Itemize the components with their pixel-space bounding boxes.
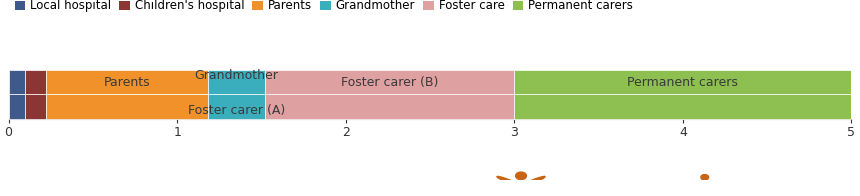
- Ellipse shape: [497, 176, 522, 187]
- Circle shape: [344, 181, 351, 186]
- Bar: [514, 94, 851, 119]
- Polygon shape: [345, 194, 350, 196]
- Bar: [9, 70, 26, 94]
- Bar: [46, 94, 207, 119]
- Bar: [265, 70, 514, 94]
- Ellipse shape: [338, 192, 347, 196]
- Polygon shape: [517, 188, 525, 196]
- Text: Grandmother: Grandmother: [194, 69, 278, 82]
- Text: Foster carer (A): Foster carer (A): [187, 104, 285, 117]
- Text: Foster carer (B): Foster carer (B): [341, 76, 439, 89]
- Bar: [26, 70, 46, 94]
- Ellipse shape: [697, 187, 702, 196]
- Ellipse shape: [349, 191, 356, 196]
- Circle shape: [701, 175, 709, 180]
- Ellipse shape: [708, 187, 713, 196]
- Bar: [207, 94, 265, 119]
- Circle shape: [127, 188, 136, 194]
- Text: Parents: Parents: [103, 76, 150, 89]
- Text: Permanent carers: Permanent carers: [628, 76, 738, 89]
- Legend: Local hospital, Children's hospital, Parents, Grandmother, Foster care, Permanen: Local hospital, Children's hospital, Par…: [15, 0, 633, 12]
- Bar: [265, 94, 514, 119]
- Bar: [26, 94, 46, 119]
- Bar: [514, 70, 851, 94]
- Ellipse shape: [519, 176, 545, 187]
- Bar: [207, 70, 265, 94]
- Ellipse shape: [9, 194, 21, 196]
- Circle shape: [218, 185, 227, 191]
- Bar: [9, 94, 26, 119]
- Circle shape: [516, 172, 526, 180]
- Polygon shape: [702, 188, 708, 196]
- Bar: [46, 70, 207, 94]
